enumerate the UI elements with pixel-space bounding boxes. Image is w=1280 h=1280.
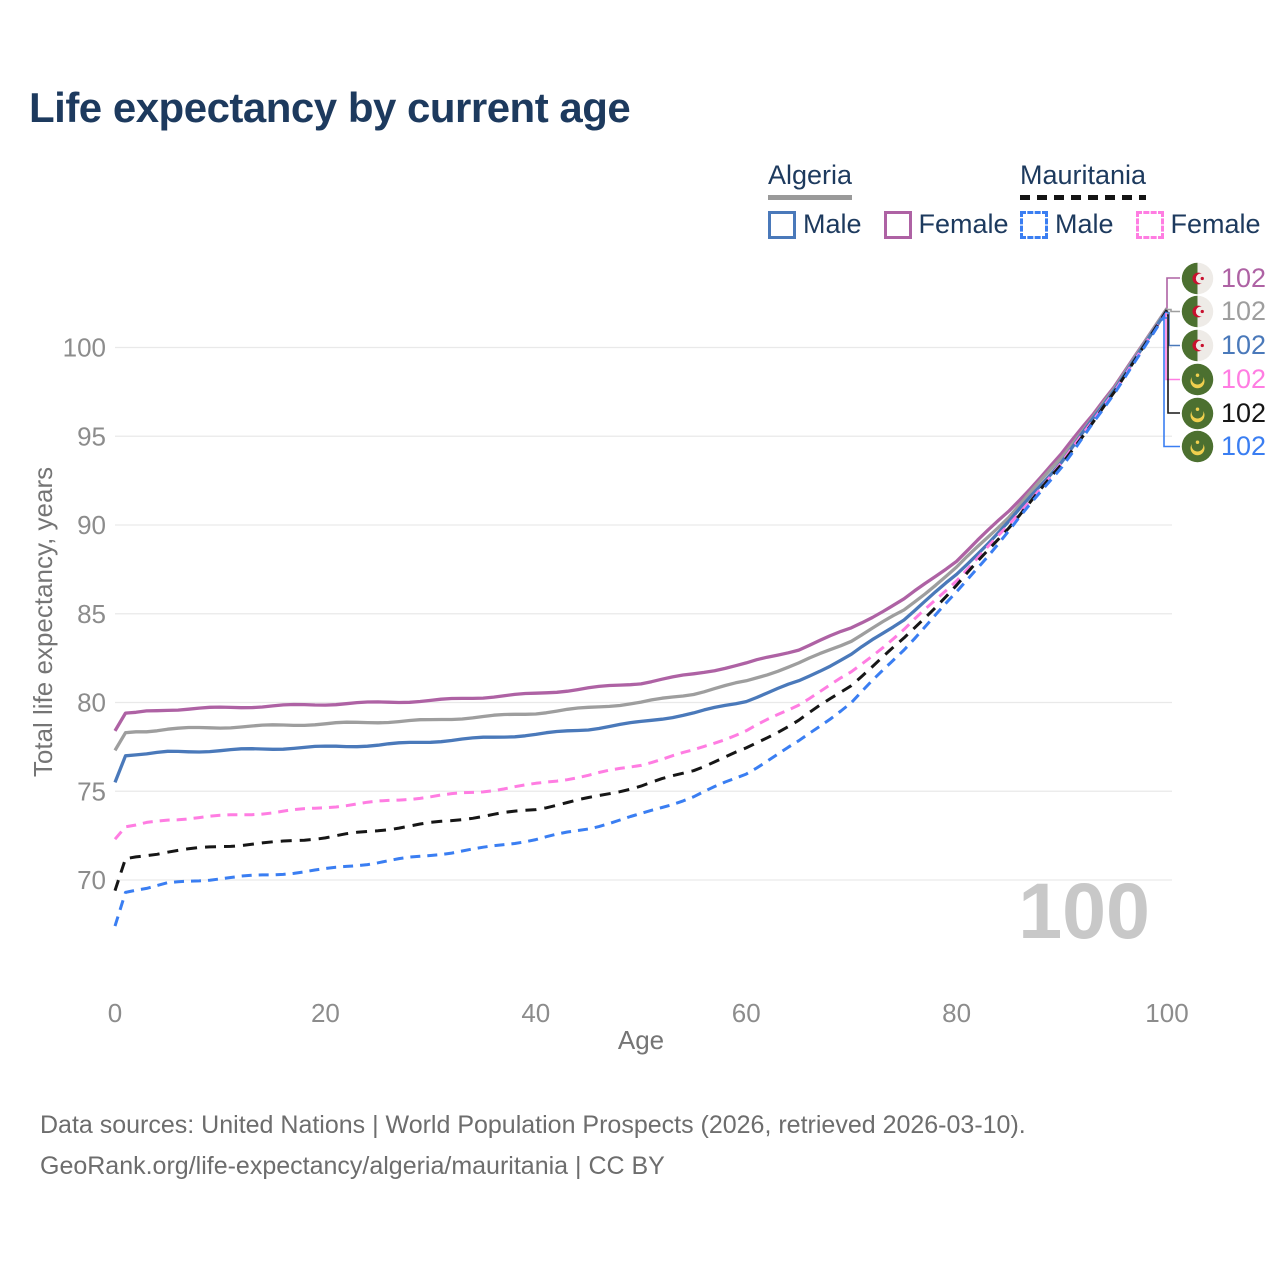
legend-rule-algeria-solid <box>768 195 853 200</box>
page-title: Life expectancy by current age <box>29 84 631 131</box>
y-axis-title: Total life expectancy, years <box>28 467 58 777</box>
y-tick-label-100: 100 <box>63 333 106 363</box>
y-tick-label-75: 75 <box>77 776 106 806</box>
x-tick-label-100: 100 <box>1145 998 1188 1028</box>
legend-country-mauritania-label: Mauritania <box>1020 160 1147 190</box>
x-tick-label-0: 0 <box>108 998 122 1028</box>
y-tick-label-70: 70 <box>77 865 106 895</box>
end-label-connector-algeria-male <box>1167 311 1180 347</box>
tick-layer: 70 75 80 85 90 95 100 0 20 40 60 80 100 <box>63 333 1189 1029</box>
series-line-algeria-male[interactable] <box>113 309 1169 784</box>
footer-data-sources: Data sources: United Nations | World Pop… <box>40 1111 1026 1139</box>
series-line-mauritania-male[interactable] <box>113 311 1169 927</box>
legend-country-algeria[interactable]: Algeria <box>768 160 853 200</box>
legend-country-algeria-label: Algeria <box>768 160 853 190</box>
series-line-mauritania-both[interactable] <box>113 309 1169 892</box>
y-tick-label-80: 80 <box>77 688 106 718</box>
series-layer <box>113 307 1169 927</box>
series-line-algeria-both[interactable] <box>113 307 1169 752</box>
x-tick-label-80: 80 <box>942 998 971 1028</box>
legend-label-mauritania-female: Female <box>1170 209 1261 239</box>
x-axis-title: Age <box>618 1025 664 1055</box>
x-tick-label-40: 40 <box>521 998 550 1028</box>
end-label-connector-mauritania-female <box>1165 313 1180 381</box>
legend-swatch-mauritania-male-icon <box>1020 210 1048 239</box>
legend-label-mauritania-male: Male <box>1055 209 1114 239</box>
y-tick-label-90: 90 <box>77 510 106 540</box>
legend-label-algeria-female: Female <box>918 209 1009 239</box>
y-tick-label-85: 85 <box>77 599 106 629</box>
legend-swatch-mauritania-female-icon <box>1135 210 1164 239</box>
legend-item-mauritania-female[interactable]: Female <box>1135 209 1261 240</box>
series-line-mauritania-female[interactable] <box>113 309 1169 841</box>
legend-rule-mauritania-dashed <box>1020 195 1147 200</box>
connector-layer <box>1163 277 1180 448</box>
legend-item-algeria-female[interactable]: Female <box>883 209 1009 240</box>
legend-group-algeria: Algeria Male Female <box>768 160 1009 240</box>
legend-group-mauritania: Mauritania Male Female <box>1020 160 1261 240</box>
footer-attribution: GeoRank.org/life-expectancy/algeria/maur… <box>40 1152 665 1180</box>
age-counter: 100 <box>1018 866 1150 955</box>
legend-swatch-algeria-male-icon <box>768 210 796 239</box>
footer: Data sources: United Nations | World Pop… <box>40 1105 1240 1187</box>
x-tick-label-20: 20 <box>311 998 340 1028</box>
grid-layer <box>115 346 1172 881</box>
legend-item-algeria-male[interactable]: Male <box>768 209 862 240</box>
end-label-connector-algeria-both <box>1167 308 1180 313</box>
legend-item-mauritania-male[interactable]: Male <box>1020 209 1114 240</box>
legend-country-mauritania[interactable]: Mauritania <box>1020 160 1147 200</box>
end-label-connector-mauritania-both <box>1167 314 1180 414</box>
series-line-algeria-female[interactable] <box>113 307 1169 732</box>
x-tick-label-60: 60 <box>732 998 761 1028</box>
y-tick-label-95: 95 <box>77 421 106 451</box>
end-label-connector-mauritania-male <box>1163 317 1180 448</box>
legend-swatch-algeria-female-icon <box>883 210 912 239</box>
end-label-connector-algeria-female <box>1166 277 1180 309</box>
legend-label-algeria-male: Male <box>803 209 862 239</box>
